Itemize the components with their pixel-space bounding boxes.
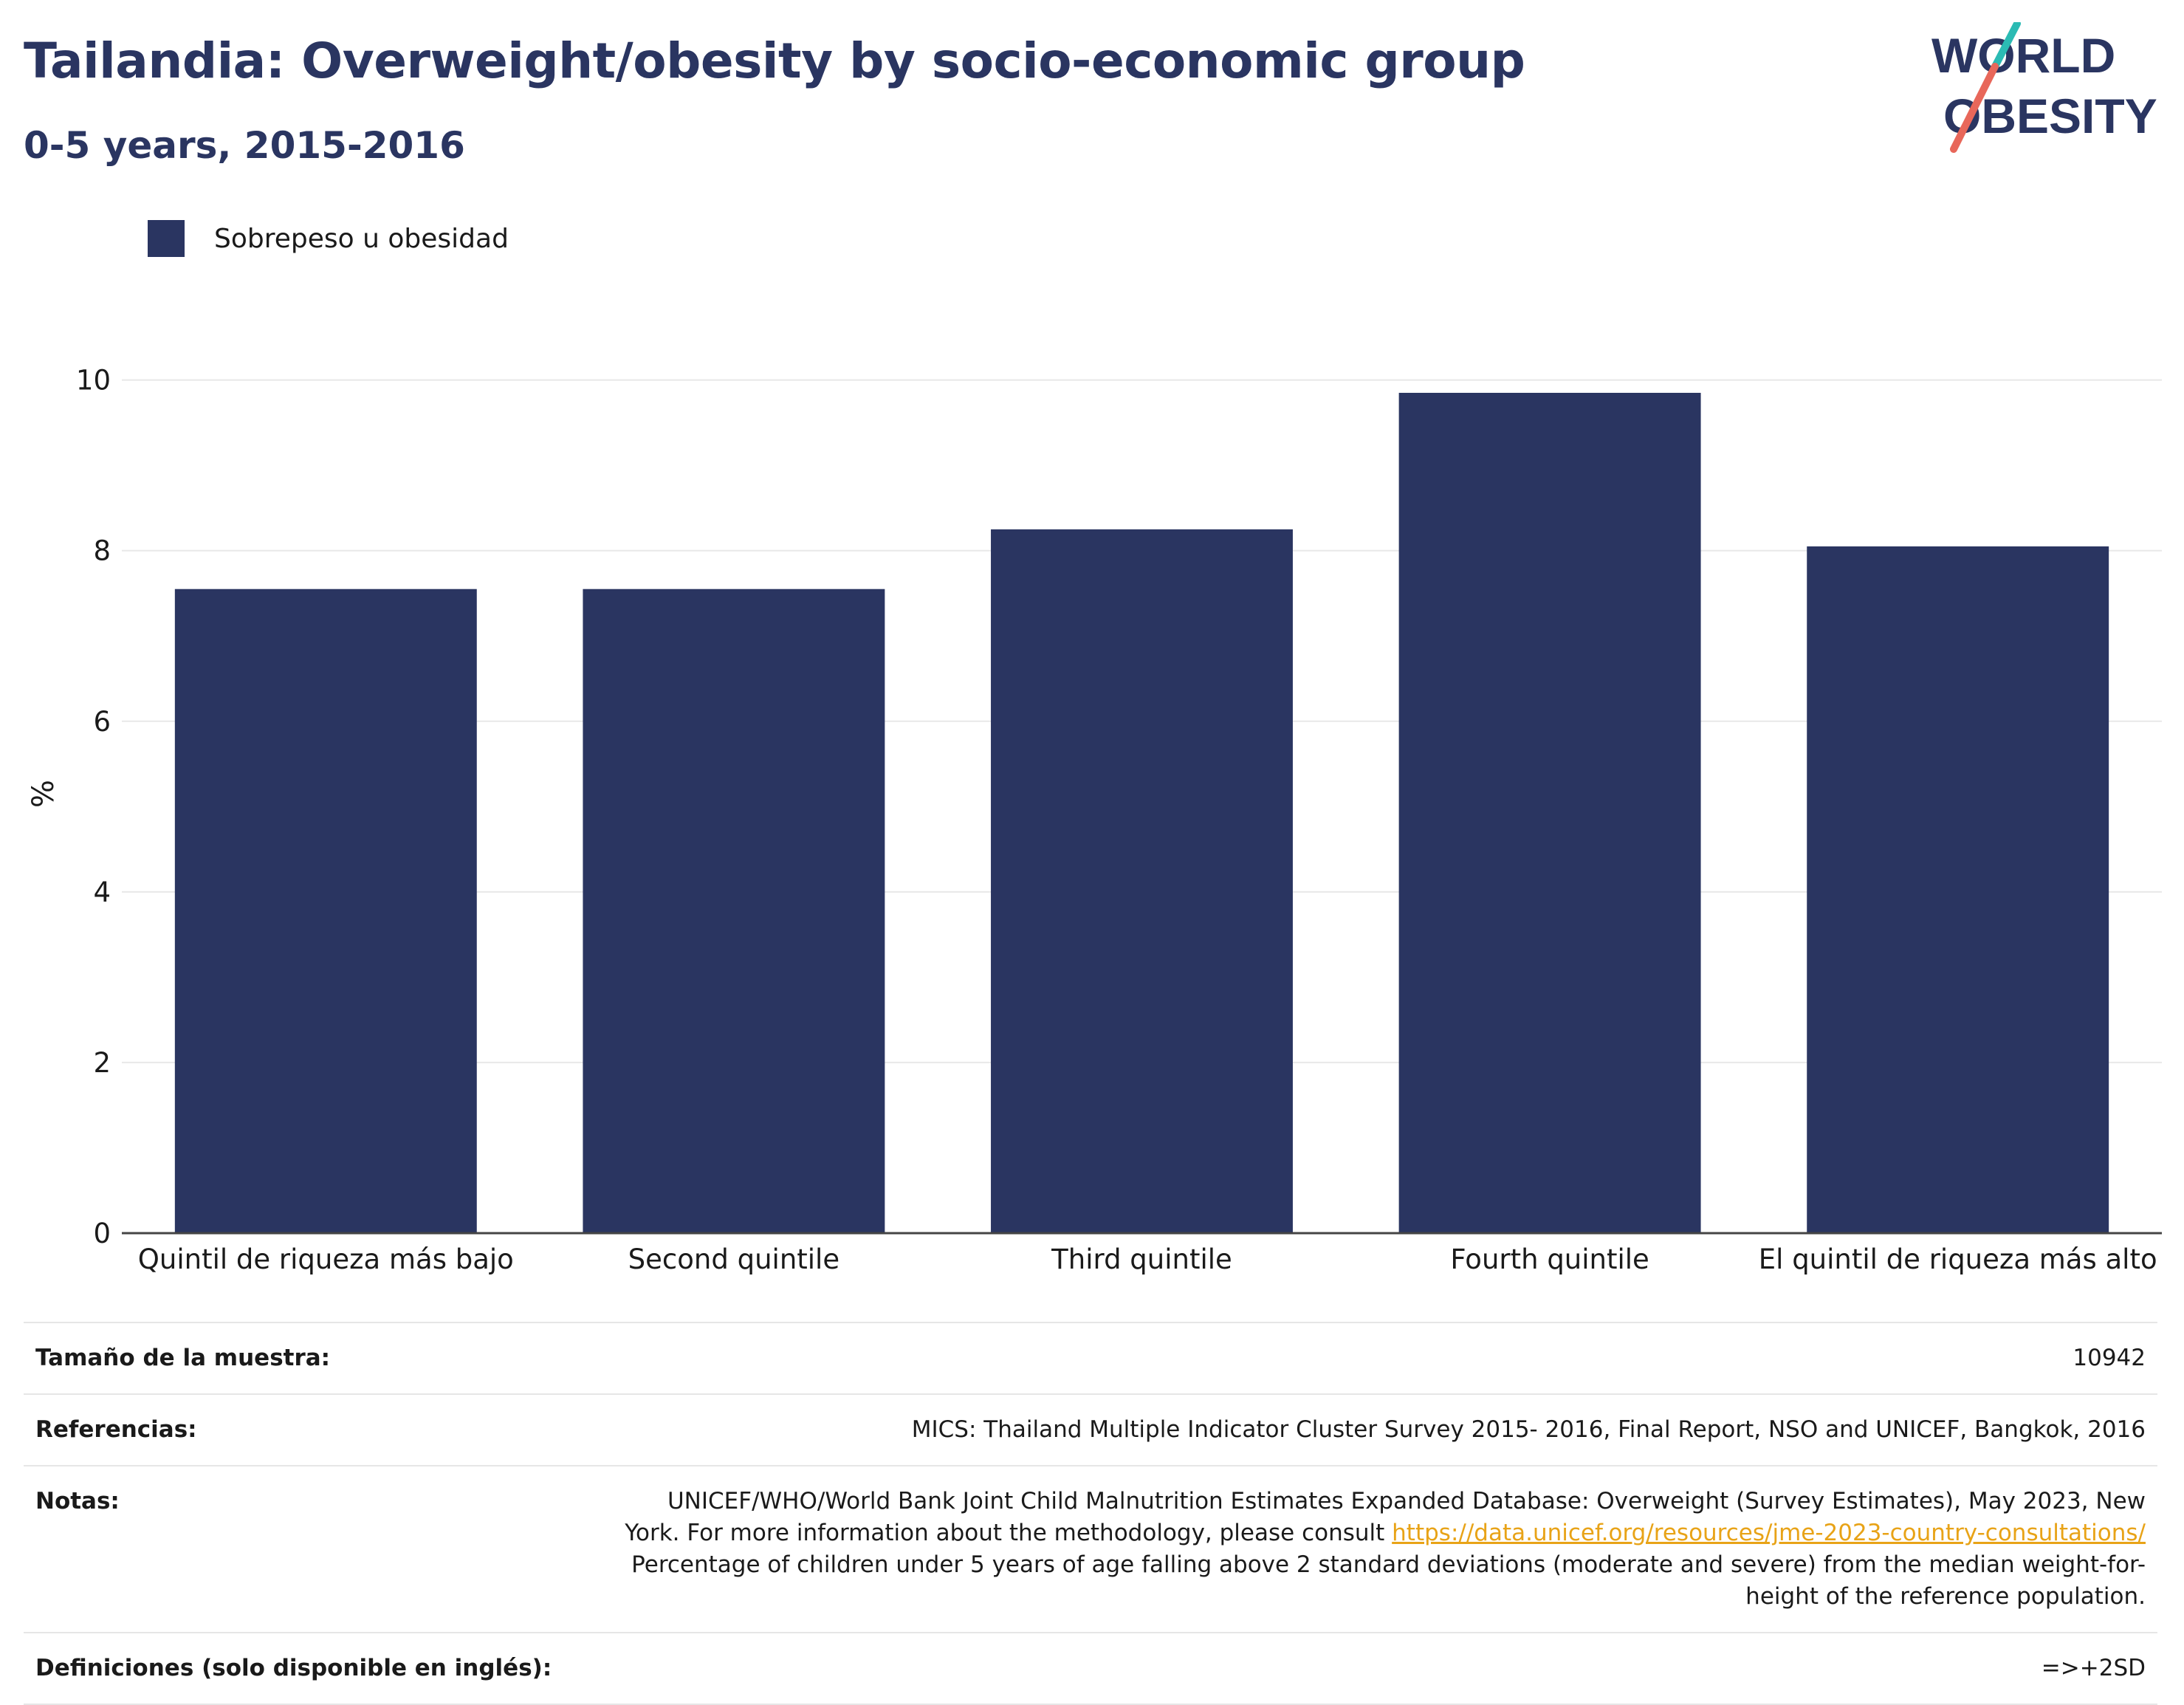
- bar: [1807, 546, 2109, 1233]
- notes-text-2: Percentage of children under 5 years of …: [631, 1551, 2146, 1610]
- y-axis-title: %: [27, 780, 61, 808]
- bar: [1398, 392, 1701, 1234]
- bar-chart: 0 2 4 6 8 10 Quintil de riqueza más bajo Second…: [27, 365, 2162, 1275]
- bar: [991, 529, 1293, 1233]
- logo-line-1: WORLD: [1931, 28, 2115, 83]
- y-tick-label: 10: [76, 365, 111, 397]
- world-obesity-logo: WORLD OBESITY: [1931, 22, 2157, 153]
- sample-size-row: Tamaño de la muestra: 10942: [24, 1322, 2157, 1393]
- notes-value: UNICEF/WHO/World Bank Joint Child Malnut…: [610, 1486, 2146, 1613]
- legend-swatch: [148, 220, 185, 257]
- logo-slash-top: [1991, 22, 2021, 70]
- sample-size-value: 10942: [2073, 1345, 2146, 1371]
- x-tick-label: El quintil de riqueza más alto: [1759, 1243, 2157, 1275]
- notes-link[interactable]: https://data.unicef.org/resources/jme-20…: [1392, 1520, 2146, 1546]
- x-tick-label: Fourth quintile: [1450, 1243, 1649, 1275]
- y-tick-label: 6: [93, 706, 111, 738]
- definitions-label: Definiciones (solo disponible en inglés)…: [35, 1655, 552, 1681]
- sample-size-label: Tamaño de la muestra:: [35, 1345, 331, 1371]
- definitions-row: Definiciones (solo disponible en inglés)…: [24, 1632, 2157, 1705]
- notes-row: Notas: UNICEF/WHO/World Bank Joint Child…: [24, 1465, 2157, 1632]
- bar: [174, 589, 477, 1233]
- bars: [174, 392, 2109, 1234]
- references-label: Referencias:: [35, 1416, 197, 1443]
- x-tick-label: Second quintile: [628, 1243, 839, 1275]
- logo-line-2: OBESITY: [1943, 89, 2157, 143]
- logo-slash-bottom: [1950, 63, 1999, 153]
- x-tick-label: Third quintile: [1051, 1243, 1232, 1275]
- notes-text-1: UNICEF/WHO/World Bank Joint Child Malnut…: [625, 1488, 2146, 1546]
- references-row: Referencias: MICS: Thailand Multiple Ind…: [24, 1393, 2157, 1465]
- notes-label: Notas:: [35, 1488, 120, 1514]
- y-tick-label: 2: [93, 1047, 111, 1079]
- definitions-value: =>+2SD: [2041, 1655, 2146, 1681]
- chart-legend: Sobrepeso u obesidad: [148, 219, 509, 258]
- x-tick-label: Quintil de riqueza más bajo: [138, 1243, 514, 1275]
- y-tick-label: 8: [93, 535, 111, 567]
- y-tick-label: 4: [93, 876, 111, 908]
- info-table: Tamaño de la muestra: 10942 Referencias:…: [24, 1322, 2157, 1705]
- axes: 0 2 4 6 8 10 Quintil de riqueza más bajo Second…: [27, 365, 2162, 1275]
- chart-title: Tailandia: Overweight/obesity by socio-e…: [24, 32, 1525, 89]
- references-value: MICS: Thailand Multiple Indicator Cluste…: [911, 1416, 2146, 1443]
- bar: [583, 589, 885, 1233]
- y-tick-label: 0: [93, 1218, 111, 1249]
- chart-subtitle: 0-5 years, 2015-2016: [24, 124, 465, 167]
- legend-label: Sobrepeso u obesidad: [214, 223, 509, 254]
